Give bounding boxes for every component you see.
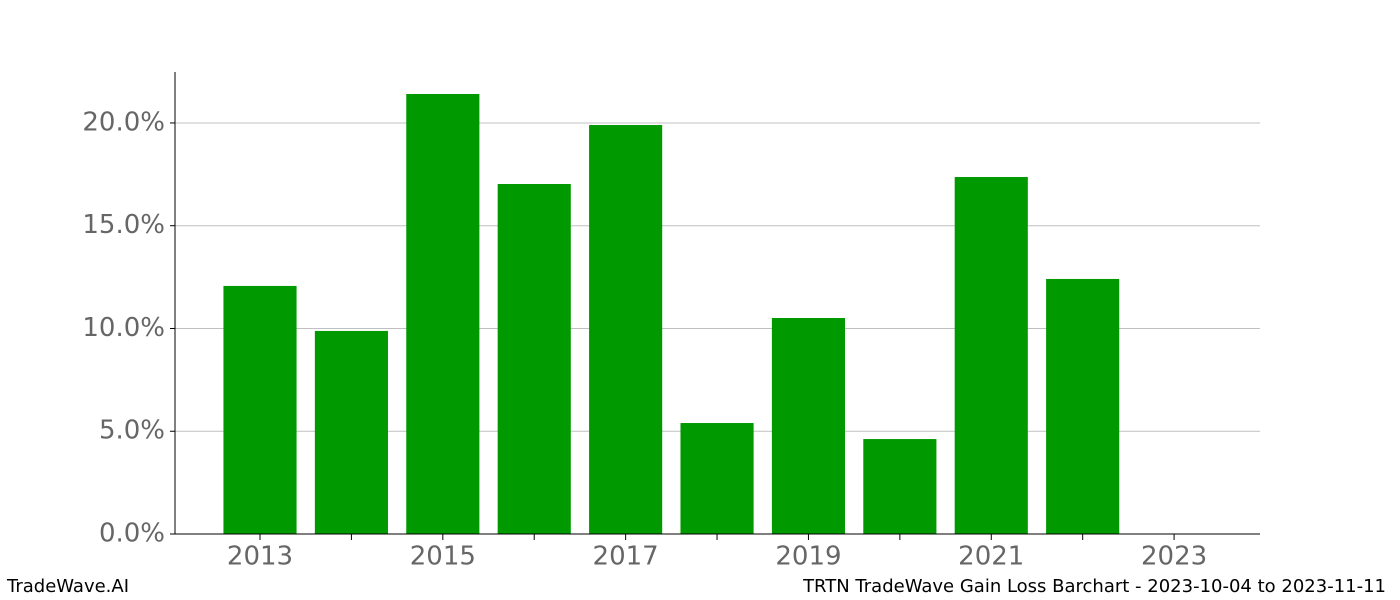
footer-left: TradeWave.AI [6, 576, 129, 597]
y-tick-label: 15.0% [82, 210, 165, 240]
bar [1046, 278, 1120, 534]
bar [771, 318, 846, 534]
bar [406, 93, 480, 535]
bar [589, 125, 663, 534]
footer-right: TRTN TradeWave Gain Loss Barchart - 2023… [802, 576, 1386, 597]
x-tick-label: 2019 [775, 542, 841, 572]
y-tick-label: 5.0% [99, 416, 165, 446]
x-tick-label: 2015 [410, 542, 476, 572]
x-tick-label: 2023 [1141, 542, 1207, 572]
x-tick-label: 2017 [593, 542, 659, 572]
x-tick-label: 2021 [958, 542, 1024, 572]
bar [497, 184, 571, 534]
bar [863, 439, 937, 534]
y-tick-label: 10.0% [82, 313, 165, 343]
bar [680, 423, 754, 534]
x-tick-label: 2013 [227, 542, 293, 572]
y-tick-label: 20.0% [82, 107, 165, 137]
bar [954, 177, 1028, 534]
bar [314, 330, 388, 534]
bar [223, 285, 297, 534]
y-tick-label: 0.0% [99, 519, 165, 549]
